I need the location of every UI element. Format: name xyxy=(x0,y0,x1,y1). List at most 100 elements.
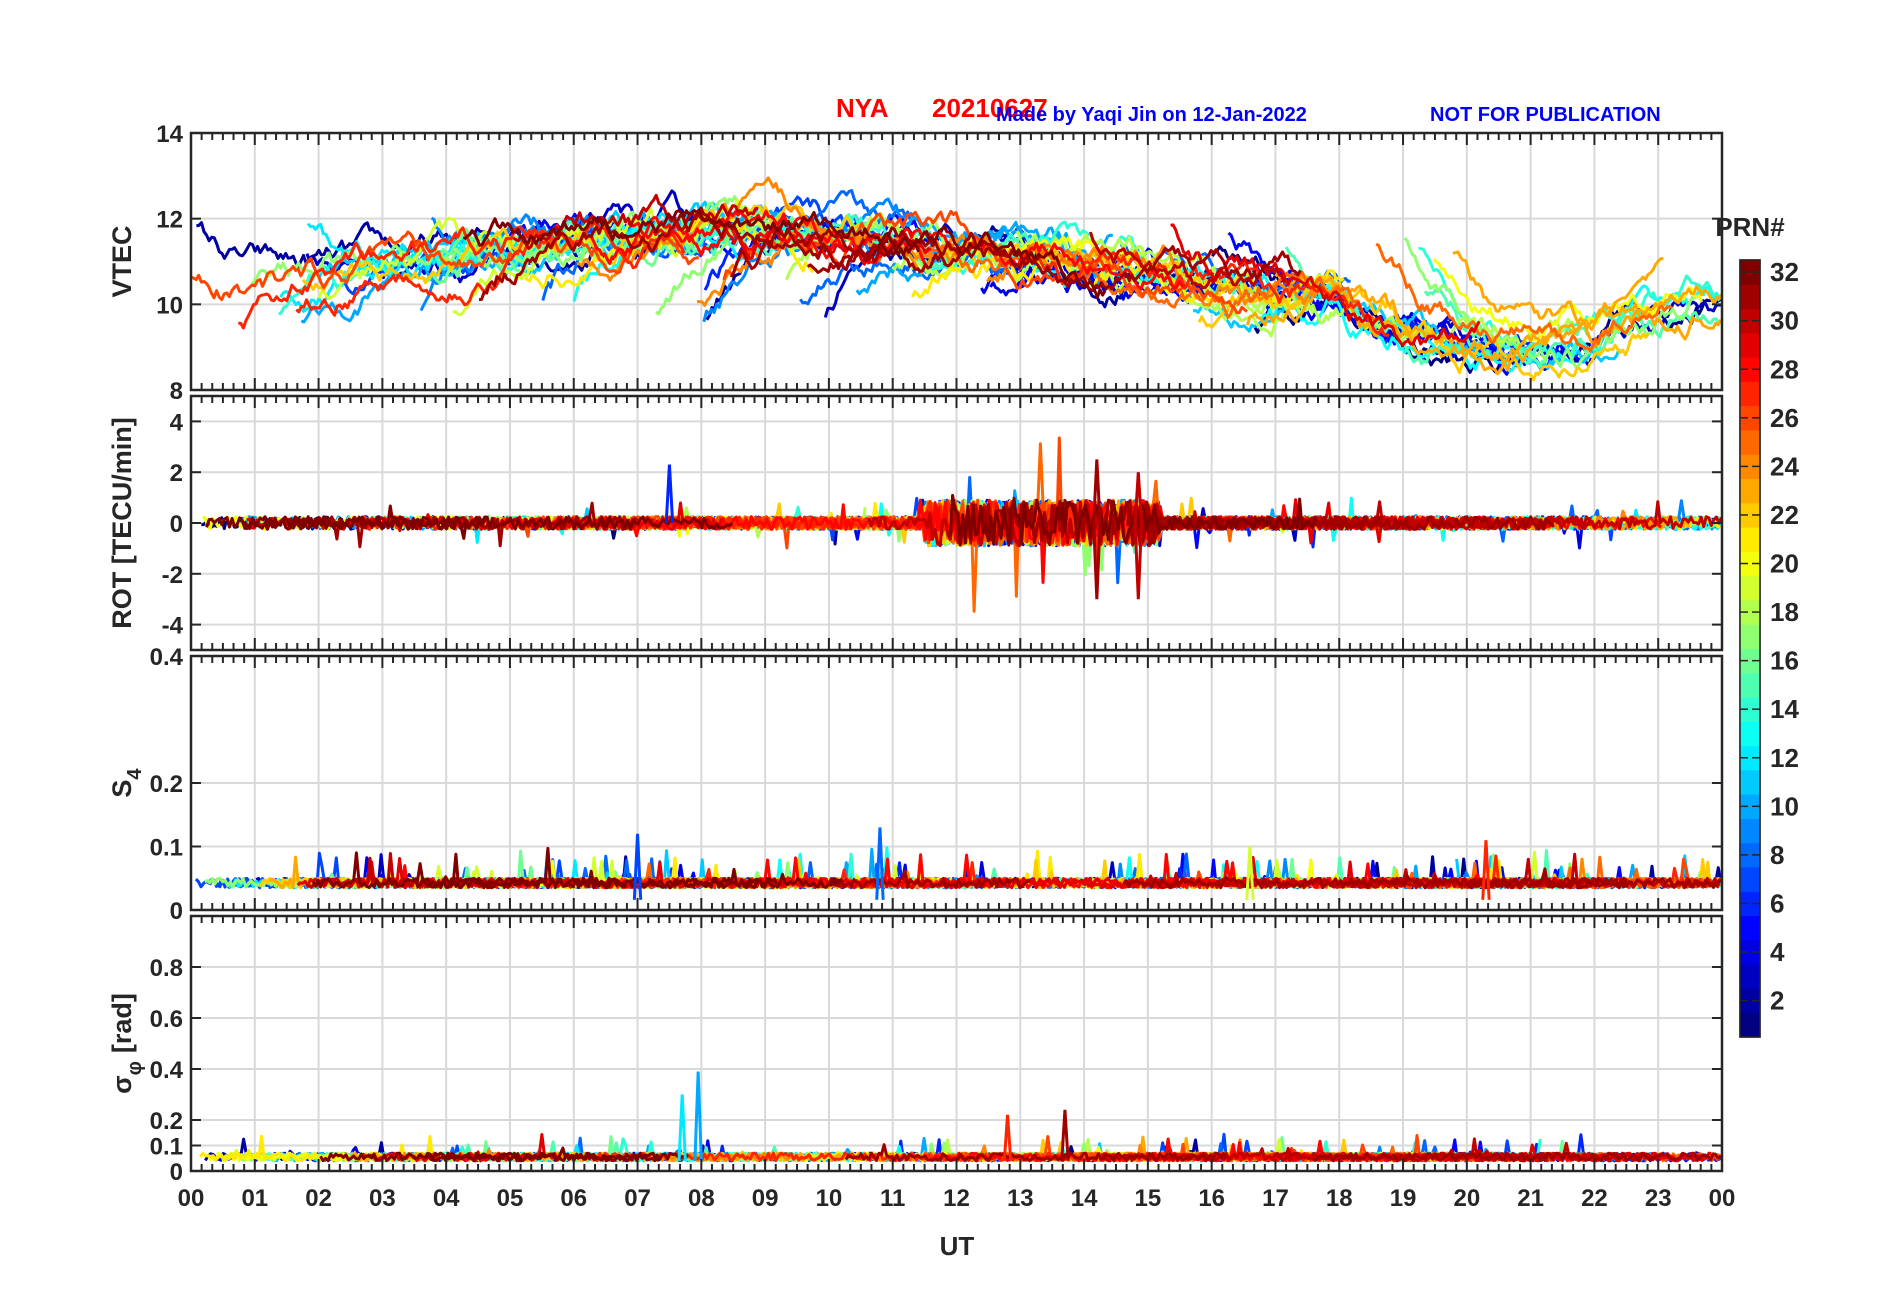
series-prn-26 xyxy=(191,229,700,302)
y-axis-label: S4 xyxy=(107,768,146,798)
series-spike xyxy=(693,1071,703,1161)
series-spike xyxy=(1133,522,1143,600)
colorbar-tick-label: 6 xyxy=(1770,888,1784,918)
colorbar-tick-label: 10 xyxy=(1770,791,1799,821)
x-tick-label: 02 xyxy=(305,1185,332,1212)
series-spike xyxy=(875,827,885,900)
x-tick-label: 06 xyxy=(560,1185,587,1212)
s4-panel: 0 0.1 0.2 0.4 S4 xyxy=(107,644,1724,925)
series-spike xyxy=(1002,1114,1013,1161)
colorbar-tick-label: 8 xyxy=(1770,840,1784,870)
y-tick-label: 8 xyxy=(170,378,183,405)
series-spike xyxy=(1092,459,1102,524)
series-prn-32 xyxy=(871,225,1107,299)
x-tick-label: 07 xyxy=(624,1185,651,1212)
series-prn-23 xyxy=(1452,250,1722,349)
y-tick-label: 0 xyxy=(170,511,183,538)
x-tick-label: 21 xyxy=(1517,1185,1544,1212)
series-prn-32 xyxy=(463,208,921,258)
series-prn-32 xyxy=(243,515,489,540)
x-tick-label: 00 xyxy=(1709,1185,1736,1212)
y-tick-label: 0.1 xyxy=(150,835,183,862)
series-prn-32 xyxy=(425,1151,662,1163)
series-prn-32 xyxy=(311,851,842,890)
x-tick-label: 18 xyxy=(1326,1185,1353,1212)
station-title: NYA xyxy=(836,93,889,123)
series-prn-1 xyxy=(1211,245,1525,374)
credit-text: Made by Yaqi Jin on 12-Jan-2022 xyxy=(996,104,1307,126)
x-tick-label: 14 xyxy=(1071,1185,1098,1212)
series-spike xyxy=(1481,840,1491,900)
x-tick-label: 23 xyxy=(1645,1185,1672,1212)
y-tick-label: -2 xyxy=(162,562,183,589)
y-tick-label: 0 xyxy=(170,898,183,925)
series-spike xyxy=(664,464,675,524)
y-axis-label: VTEC xyxy=(107,225,137,297)
colorbar-tick-label: 12 xyxy=(1770,743,1799,773)
series-spike xyxy=(1060,1109,1070,1161)
series-spike xyxy=(1245,846,1255,900)
y-tick-label: 0.4 xyxy=(150,1057,184,1084)
vtec-panel: 8 10 12 14 VTEC xyxy=(107,121,1724,405)
colorbar-tick-label: 4 xyxy=(1770,937,1785,967)
x-tick-label: 16 xyxy=(1198,1185,1225,1212)
x-tick-label: 15 xyxy=(1135,1185,1162,1212)
series-prn-32 xyxy=(948,493,1317,547)
x-tick-label: 09 xyxy=(752,1185,779,1212)
series-spike xyxy=(1133,472,1143,524)
y-tick-label: 12 xyxy=(156,207,183,234)
x-tick-label: 20 xyxy=(1453,1185,1480,1212)
y-tick-label: 2 xyxy=(170,460,183,487)
colorbar-tick-label: 30 xyxy=(1770,306,1799,336)
series-prn-31 xyxy=(1126,499,1554,547)
series-prn-31 xyxy=(478,206,866,302)
series-prn-25 xyxy=(1375,242,1673,353)
colorbar-tick-label: 20 xyxy=(1770,549,1799,579)
y-tick-label: -4 xyxy=(162,613,184,640)
x-tick-label: 04 xyxy=(433,1185,460,1212)
series-prn-31 xyxy=(806,226,1042,274)
y-tick-label: 14 xyxy=(156,121,183,148)
series-prn-30 xyxy=(1089,231,1286,290)
colorbar-tick-label: 24 xyxy=(1770,451,1799,481)
x-tick-label: 10 xyxy=(816,1185,843,1212)
y-tick-label: 0.1 xyxy=(150,1134,183,1161)
series-prn-31 xyxy=(729,226,1302,293)
colorbar-tick-label: 16 xyxy=(1770,646,1799,676)
series-prn-25 xyxy=(877,240,1379,321)
x-tick-label: 00 xyxy=(178,1185,205,1212)
x-tick-label: 22 xyxy=(1581,1185,1608,1212)
series-spike xyxy=(677,1094,687,1161)
colorbar-tick-label: 26 xyxy=(1770,403,1799,433)
y-tick-label: 0.6 xyxy=(150,1006,183,1033)
colorbar-tick-label: 14 xyxy=(1770,694,1799,724)
series-prn-27 xyxy=(1017,251,1390,338)
series-prn-31 xyxy=(1311,1151,1722,1163)
x-tick-label: 03 xyxy=(369,1185,396,1212)
y-tick-label: 0.2 xyxy=(150,771,183,798)
x-tick-label: 12 xyxy=(943,1185,970,1212)
x-tick-label: 17 xyxy=(1262,1185,1289,1212)
y-axis-label: σφ[rad] xyxy=(107,993,146,1094)
series-prn-31 xyxy=(1122,867,1628,890)
colorbar-tick-label: 18 xyxy=(1770,597,1799,627)
series-prn-18 xyxy=(891,233,1315,315)
x-tick-label: 05 xyxy=(497,1185,524,1212)
colorbar-tick-label: 28 xyxy=(1770,354,1799,384)
y-tick-label: 10 xyxy=(156,292,183,319)
y-tick-label: 0.8 xyxy=(150,955,183,982)
date-title: 20210627 xyxy=(932,93,1048,123)
rot-panel: -4 -2 0 2 4 ROT [TECU/min] xyxy=(107,394,1724,652)
colorbar-title: PRN# xyxy=(1715,212,1785,242)
series-prn-31 xyxy=(844,1143,1228,1163)
x-tick-label: 08 xyxy=(688,1185,715,1212)
colorbar-tick-label: 32 xyxy=(1770,257,1799,287)
y-tick-label: 0.2 xyxy=(150,1108,183,1135)
x-axis-label: UT xyxy=(940,1231,975,1261)
y-tick-label: 4 xyxy=(170,409,184,436)
y-tick-label: 0.4 xyxy=(150,644,184,671)
sigma_phi-panel: 00.10.2 0.4 0.6 0.8σφ[rad] xyxy=(107,914,1724,1186)
colorbar-tick-label: 22 xyxy=(1770,500,1799,530)
y-tick-label: 0 xyxy=(170,1159,183,1186)
